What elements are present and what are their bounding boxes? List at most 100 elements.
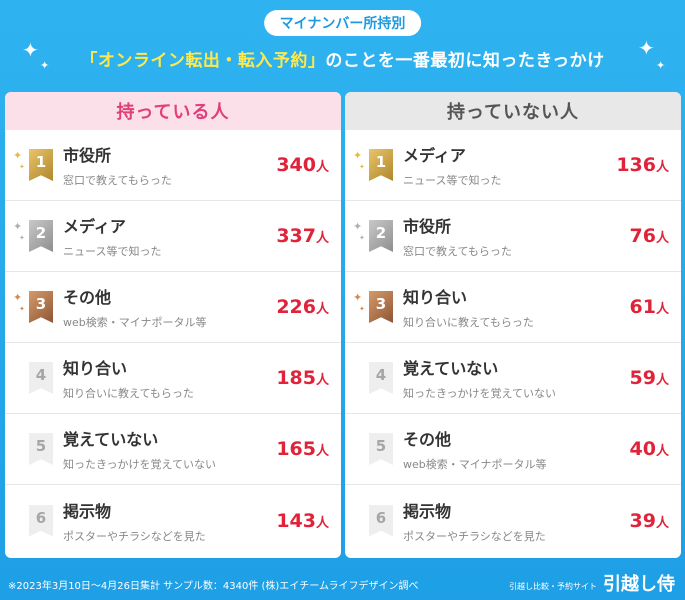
medal-area: ✦ ✦ 2 — [5, 201, 63, 271]
rank-medal-icon: 4 — [29, 362, 53, 394]
medal-area: 5 — [345, 414, 403, 484]
sparkle-icon: ✦ — [359, 163, 365, 171]
rank-medal-icon: 5 — [369, 433, 393, 465]
row-title: 掲示物 — [63, 501, 112, 521]
rank-medal-icon: 3 — [369, 291, 393, 323]
ranking-row: 5 その他 web検索・マイナポータル等 40人 — [345, 414, 681, 485]
panel-holders: 持っている人 ✦ ✦ 1 市役所 窓口で教えてもらった 340人 ✦ ✦ 2 メディア ニュース等で… — [5, 92, 341, 558]
brand-tagline: 引越し比較・予約サイト — [509, 582, 597, 591]
sparkle-icon: ✦ — [13, 149, 23, 162]
sparkle-icon: ✦ — [359, 305, 365, 313]
rank-medal-icon: 3 — [29, 291, 53, 323]
row-subtitle: 知ったきっかけを覚えていない — [403, 387, 557, 400]
row-text: メディア ニュース等で知った — [63, 213, 273, 259]
medal-area: 4 — [5, 343, 63, 413]
row-subtitle: web検索・マイナポータル等 — [63, 316, 207, 329]
ranking-row: 5 覚えていない 知ったきっかけを覚えていない 165人 — [5, 414, 341, 485]
row-text: 知り合い知り合いに教えてもらった — [63, 355, 273, 401]
ranking-row: 4 知り合い 知り合いに教えてもらった 185人 — [5, 343, 341, 414]
count-unit: 人 — [655, 373, 669, 388]
medal-area: ✦ ✦ 3 — [345, 272, 403, 342]
row-title: その他 — [403, 430, 452, 449]
row-text: 掲示物ポスターやチラシなどを見た — [63, 498, 273, 544]
count-value: 185 — [276, 367, 316, 389]
row-text: 市役所 窓口で教えてもらった — [63, 142, 273, 188]
headline-highlight: 「オンライン転出・転入予約」 — [80, 51, 326, 71]
count-unit: 人 — [655, 302, 669, 317]
row-count: 61人 — [613, 296, 681, 318]
row-subtitle: 知り合いに教えてもらった — [63, 387, 194, 400]
row-title: その他 — [63, 288, 112, 307]
rank-medal-icon: 5 — [29, 433, 53, 465]
rank-medal-icon: 6 — [29, 504, 53, 537]
panel-title: 持っている人 — [5, 92, 341, 130]
row-count: 226人 — [273, 296, 341, 318]
row-title: 市役所 — [403, 217, 452, 236]
count-value: 340 — [276, 154, 316, 176]
medal-area: ✦ ✦ 2 — [345, 201, 403, 271]
ranking-row: 4 覚えていない 知ったきっかけを覚えていない 59人 — [345, 343, 681, 414]
count-value: 61 — [629, 296, 656, 318]
rank-medal-icon: 1 — [29, 149, 53, 181]
ranking-row: ✦ ✦ 2 メディア ニュース等で知った 337人 — [5, 201, 341, 272]
sparkle-icon: ✦ — [656, 59, 666, 72]
row-subtitle: ポスターやチラシなどを見た — [63, 529, 206, 543]
brand-name: 引越し侍 — [603, 574, 675, 595]
row-title: メディア — [403, 146, 466, 165]
count-value: 337 — [276, 225, 316, 247]
count-unit: 人 — [315, 373, 329, 388]
rank-medal-icon: 4 — [369, 362, 393, 394]
count-unit: 人 — [315, 160, 329, 175]
row-subtitle: 窓口で教えてもらった — [403, 245, 512, 258]
row-text: メディアニュース等で知った — [403, 142, 613, 188]
row-text: 覚えていない 知ったきっかけを覚えていない — [63, 426, 273, 472]
panel-non-holders: 持っていない人 ✦ ✦ 1 メディア ニュース等で知った 136人 ✦ ✦ 2 市役所 窓口で教えて… — [345, 92, 681, 558]
row-text: その他 web検索・マイナポータル等 — [403, 426, 613, 472]
row-subtitle: ニュース等で知った — [403, 174, 502, 187]
medal-area: 4 — [345, 343, 403, 413]
row-text: 覚えていない知ったきっかけを覚えていない — [403, 355, 613, 401]
ranking-list: ✦ ✦ 1 市役所 窓口で教えてもらった 340人 ✦ ✦ 2 メディア ニュース等で知った 337人… — [5, 130, 341, 556]
rank-medal-icon: 6 — [369, 504, 393, 537]
count-value: 76 — [629, 225, 656, 247]
row-count: 143人 — [273, 510, 341, 532]
ranking-row: ✦ ✦ 3 知り合い 知り合いに教えてもらった 61人 — [345, 272, 681, 343]
row-subtitle: 知り合いに教えてもらった — [403, 316, 534, 329]
sparkle-icon: ✦ — [13, 220, 23, 233]
medal-area: 6 — [5, 485, 63, 556]
headline-rest: のことを一番最初に知ったきっかけ — [325, 51, 605, 71]
count-unit: 人 — [655, 444, 669, 459]
medal-area: ✦ ✦ 1 — [345, 130, 403, 200]
count-unit: 人 — [655, 231, 669, 246]
sparkle-icon: ✦ — [19, 163, 25, 171]
row-title: 知り合い — [63, 359, 128, 378]
row-count: 40人 — [613, 438, 681, 460]
count-value: 143 — [276, 509, 316, 532]
row-count: 185人 — [273, 367, 341, 389]
sparkle-icon: ✦ — [19, 305, 25, 313]
count-unit: 人 — [655, 160, 669, 175]
row-text: 掲示物 ポスターやチラシなどを見た — [403, 498, 613, 544]
sparkle-icon: ✦ — [22, 38, 39, 62]
medal-area: 6 — [345, 485, 403, 556]
count-unit: 人 — [315, 302, 329, 317]
sparkle-icon: ✦ — [353, 291, 363, 304]
rank-medal-icon: 2 — [29, 220, 53, 252]
row-count: 337人 — [273, 225, 341, 247]
row-subtitle: ポスターやチラシなどを見た — [403, 529, 546, 543]
row-subtitle: 知ったきっかけを覚えていない — [63, 458, 217, 471]
row-count: 59人 — [613, 367, 681, 389]
count-unit: 人 — [315, 231, 329, 246]
brand-logo: 引越し比較・予約サイト 引越し侍 — [509, 570, 675, 596]
ranking-row: 6 掲示物 ポスターやチラシなどを見た 143人 — [5, 485, 341, 556]
sparkle-icon: ✦ — [359, 234, 365, 242]
sparkle-icon: ✦ — [13, 291, 23, 304]
sparkle-icon: ✦ — [19, 234, 25, 242]
sparkle-icon: ✦ — [353, 220, 363, 233]
ranking-row: ✦ ✦ 1 市役所 窓口で教えてもらった 340人 — [5, 130, 341, 201]
rank-medal-icon: 1 — [369, 149, 393, 181]
row-title: 覚えていない — [403, 359, 499, 378]
count-value: 59 — [629, 367, 656, 389]
footer-note: ※2023年3月10日～4月26日集計 サンプル数：4340件 (株)エイチーム… — [8, 581, 419, 592]
ranking-list: ✦ ✦ 1 メディア ニュース等で知った 136人 ✦ ✦ 2 市役所 窓口で教えてもらった 76人 ✦… — [345, 130, 681, 556]
